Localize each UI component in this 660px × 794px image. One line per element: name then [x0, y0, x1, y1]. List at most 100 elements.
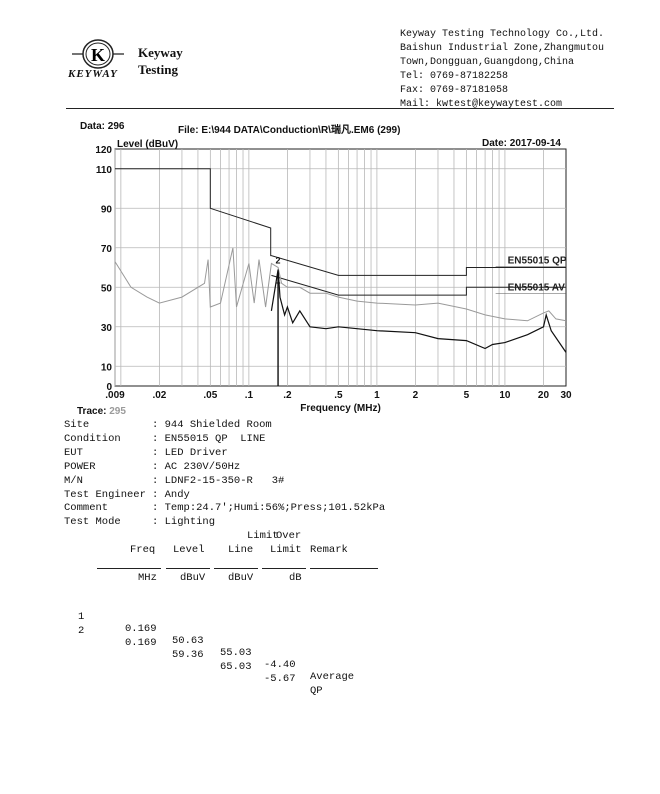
detail-row: Site: 944 Shielded Room — [64, 419, 272, 431]
x-tick-label: 20 — [538, 390, 550, 401]
detail-value: EN55015 QP LINE — [164, 432, 266, 445]
over-limit-cell: -4.40 — [264, 659, 296, 671]
company-name-line2: Testing — [138, 62, 178, 77]
detail-label: M/N — [64, 474, 83, 487]
results-table: Limit Over Freq Level Line Limit Remark … — [0, 530, 660, 794]
detail-label: Test Engineer — [64, 488, 146, 501]
x-tick-label: 30 — [560, 390, 572, 401]
series-line — [271, 274, 566, 296]
table-rule — [97, 568, 161, 569]
series-line — [114, 247, 567, 322]
x-tick-label: .05 — [203, 390, 217, 401]
series-line — [115, 168, 566, 276]
y-tick-label: 110 — [96, 165, 113, 176]
limit-label: EN55015 QP — [508, 256, 567, 267]
x-tick-label: 1 — [374, 390, 380, 401]
detail-label: Comment — [64, 502, 109, 515]
table-head: Over — [276, 530, 302, 542]
y-tick-label: 30 — [101, 323, 113, 334]
remark-cell: Average — [310, 671, 355, 683]
detail-row: Condition: EN55015 QP LINE — [64, 432, 266, 445]
logo-brand-text: KEYWAY — [68, 68, 118, 80]
table-unit: dBuV — [180, 572, 206, 584]
level-cell: 50.63 — [172, 635, 204, 647]
trace-label-text: Trace: — [77, 406, 107, 417]
level-cell: 59.36 — [172, 649, 204, 661]
data-number: Data: 296 — [80, 121, 125, 132]
table-unit: dB — [289, 572, 302, 584]
x-axis-label: Frequency (MHz) — [300, 403, 381, 414]
table-head: Limit — [270, 544, 302, 556]
y-tick-label: 120 — [95, 145, 112, 156]
x-tick-label: .009 — [105, 390, 125, 401]
freq-cell: 0.169 — [125, 623, 157, 635]
x-tick-label: .5 — [334, 390, 343, 401]
address-line: Tel: 0769-87182258 — [400, 71, 509, 82]
detail-row: Comment: Temp:24.7';Humi:56%;Press;101.5… — [64, 502, 386, 515]
row-number: 1 — [78, 611, 85, 623]
detail-value: Temp:24.7';Humi:56%;Press;101.52kPa — [164, 502, 386, 515]
header-divider — [66, 108, 614, 109]
trace-label: Trace: 295 — [77, 406, 126, 417]
address-line: Mail: kwtest@keywaytest.com — [400, 99, 563, 110]
keyway-logo-icon: K — [72, 39, 124, 69]
table-head: Level — [173, 544, 205, 556]
table-head: Freq — [130, 544, 156, 556]
test-details: Site: 944 Shielded Room Condition: EN550… — [64, 419, 385, 530]
address-line: Baishun Industrial Zone,Zhangmutou — [400, 43, 605, 54]
table-head: Remark — [310, 544, 348, 556]
detail-label: Test Mode — [64, 516, 121, 529]
marker-label: 2 — [276, 256, 281, 266]
x-tick-label: 5 — [464, 390, 470, 401]
y-tick-label: 70 — [101, 244, 113, 255]
logo-letter: K — [91, 45, 105, 65]
y-tick-label: 90 — [101, 204, 113, 215]
file-path: File: E:\944 DATA\Conduction\R\瑞凡.EM6 (2… — [178, 125, 401, 136]
y-axis-label: Level (dBuV) — [117, 139, 178, 150]
table-unit: MHz — [138, 572, 157, 584]
limit-cell: 55.03 — [220, 647, 252, 659]
company-address-block: Keyway Testing Technology Co.,Ltd. Baish… — [400, 28, 604, 112]
detail-label: EUT — [64, 446, 83, 459]
address-line: Keyway Testing Technology Co.,Ltd. — [400, 29, 605, 40]
test-date: Date: 2017-09-14 — [482, 138, 561, 149]
detail-value: LDNF2-15-350-R 3# — [164, 474, 285, 487]
detail-row: POWER: AC 230V/50Hz — [64, 460, 241, 473]
detail-label: Site — [64, 419, 90, 431]
y-tick-label: 0 — [106, 382, 112, 393]
detail-label: POWER — [64, 460, 96, 473]
x-tick-label: .1 — [245, 390, 254, 401]
freq-cell: 0.169 — [125, 637, 157, 649]
detail-row: M/N: LDNF2-15-350-R 3# — [64, 474, 285, 487]
limit-cell: 65.03 — [220, 661, 252, 673]
x-tick-label: 2 — [413, 390, 419, 401]
detail-value: Lighting — [164, 516, 216, 529]
table-head: Limit — [247, 530, 279, 542]
x-tick-label: .2 — [283, 390, 292, 401]
detail-value: AC 230V/50Hz — [164, 460, 241, 473]
table-rule — [262, 568, 306, 569]
detail-label: Condition — [64, 432, 121, 445]
address-line: Town,Dongguan,Guangdong,China — [400, 57, 575, 68]
detail-value: Andy — [164, 488, 190, 501]
detail-row: Test Mode: Lighting — [64, 516, 216, 529]
marker-label: 1 — [276, 275, 281, 285]
table-head: Line — [228, 544, 254, 556]
over-limit-cell: -5.67 — [264, 673, 296, 685]
company-name-line1: Keyway — [138, 45, 183, 60]
x-tick-label: 10 — [499, 390, 511, 401]
x-tick-label: .02 — [152, 390, 166, 401]
emission-chart: 0 10 30 50 70 90 110 120 .009 .02 .05 .1 .2 .5 1 2 5 10 20… — [95, 139, 572, 414]
y-tick-label: 50 — [101, 283, 113, 294]
y-tick-label: 10 — [101, 362, 113, 373]
trace-value: 295 — [109, 406, 126, 417]
remark-cell: QP — [310, 685, 323, 697]
address-line: Fax: 0769-87181058 — [400, 85, 509, 96]
detail-value: LED Driver — [164, 446, 228, 459]
detail-value: 944 Shielded Room — [164, 419, 272, 431]
table-unit: dBuV — [228, 572, 254, 584]
row-number: 2 — [78, 625, 85, 637]
table-rule — [214, 568, 258, 569]
table-row: 2 0.169 59.36 65.03 -5.67 QP — [0, 613, 323, 709]
table-rule — [310, 568, 378, 569]
